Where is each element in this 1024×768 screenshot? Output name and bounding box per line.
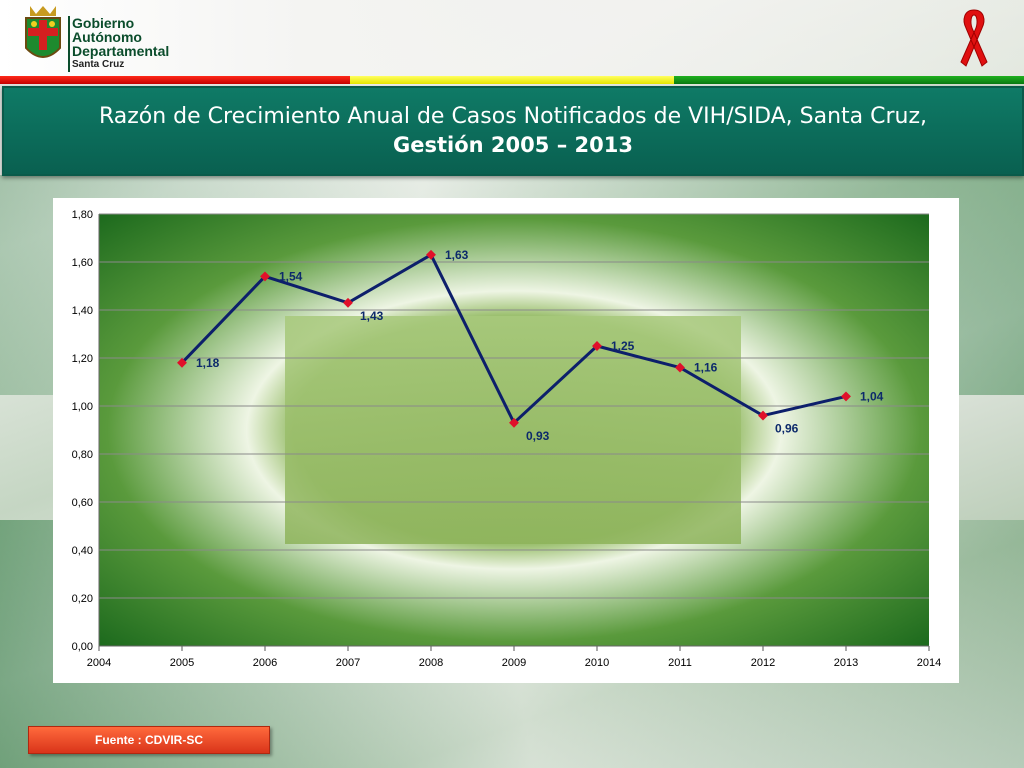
data-point <box>177 357 187 368</box>
coat-of-arms-logo <box>25 6 61 58</box>
y-tick-label: 1,40 <box>72 305 93 317</box>
flag-stripe-red <box>0 76 350 84</box>
x-tick-label: 2006 <box>253 657 277 669</box>
data-label: 0,96 <box>775 422 799 436</box>
x-tick-label: 2008 <box>419 657 443 669</box>
source-label: Fuente : CDVIR-SC <box>28 726 270 754</box>
x-tick-label: 2007 <box>336 657 360 669</box>
data-point <box>675 362 685 373</box>
data-point <box>592 341 602 351</box>
data-label: 0,93 <box>526 429 550 443</box>
institution-line: Santa Cruz <box>72 59 125 70</box>
x-tick-label: 2005 <box>170 657 194 669</box>
y-tick-label: 1,60 <box>72 257 93 269</box>
data-label: 1,63 <box>445 248 469 262</box>
x-tick-label: 2013 <box>834 657 858 669</box>
y-tick-label: 1,80 <box>72 209 93 221</box>
data-point <box>343 297 353 308</box>
flag-stripe-green <box>674 76 1024 84</box>
data-label: 1,43 <box>360 309 384 323</box>
header: Gobierno Autónomo Departamental Santa Cr… <box>0 0 1024 78</box>
y-tick-label: 0,00 <box>72 641 93 653</box>
line-chart: 0,00 0,20 0,40 0,60 0,80 1,00 1,20 1,40 1,60 1,80… <box>72 209 942 669</box>
y-tick-label: 0,60 <box>72 497 93 509</box>
data-label: 1,04 <box>860 389 884 403</box>
y-tick-label: 1,20 <box>72 353 93 365</box>
title-panel: Razón de Crecimiento Anual de Casos Noti… <box>2 86 1024 176</box>
institution-line: Departamental <box>72 43 170 59</box>
institution-line: Autónomo <box>72 29 142 45</box>
flag-stripe-yellow <box>350 76 674 84</box>
data-point <box>509 417 519 428</box>
data-label: 1,16 <box>694 361 718 375</box>
x-tick-label: 2004 <box>87 657 111 669</box>
data-point <box>758 410 768 421</box>
awareness-ribbon-icon <box>960 9 988 67</box>
data-label: 1,18 <box>196 356 220 370</box>
chart-area: 0,00 0,20 0,40 0,60 0,80 1,00 1,20 1,40 1,60 1,80… <box>53 198 959 683</box>
y-tick-label: 0,20 <box>72 593 93 605</box>
data-point <box>841 391 851 402</box>
x-tick-label: 2010 <box>585 657 609 669</box>
logo-separator <box>68 16 70 72</box>
x-tick-label: 2011 <box>668 657 692 669</box>
data-label: 1,54 <box>279 269 303 283</box>
y-tick-label: 1,00 <box>72 401 93 413</box>
y-tick-label: 0,40 <box>72 545 93 557</box>
institution-line: Gobierno <box>72 15 135 31</box>
y-tick-label: 0,80 <box>72 449 93 461</box>
plot-inner-panel <box>285 316 741 544</box>
x-tick-label: 2012 <box>751 657 775 669</box>
data-label: 1,25 <box>611 339 635 353</box>
x-tick-label: 2009 <box>502 657 526 669</box>
x-tick-label: 2014 <box>917 657 941 669</box>
chart-subtitle: Gestión 2005 – 2013 <box>393 133 633 157</box>
institution-name: Gobierno Autónomo Departamental Santa Cr… <box>72 16 169 70</box>
chart-title: Razón de Crecimiento Anual de Casos Noti… <box>98 104 928 129</box>
